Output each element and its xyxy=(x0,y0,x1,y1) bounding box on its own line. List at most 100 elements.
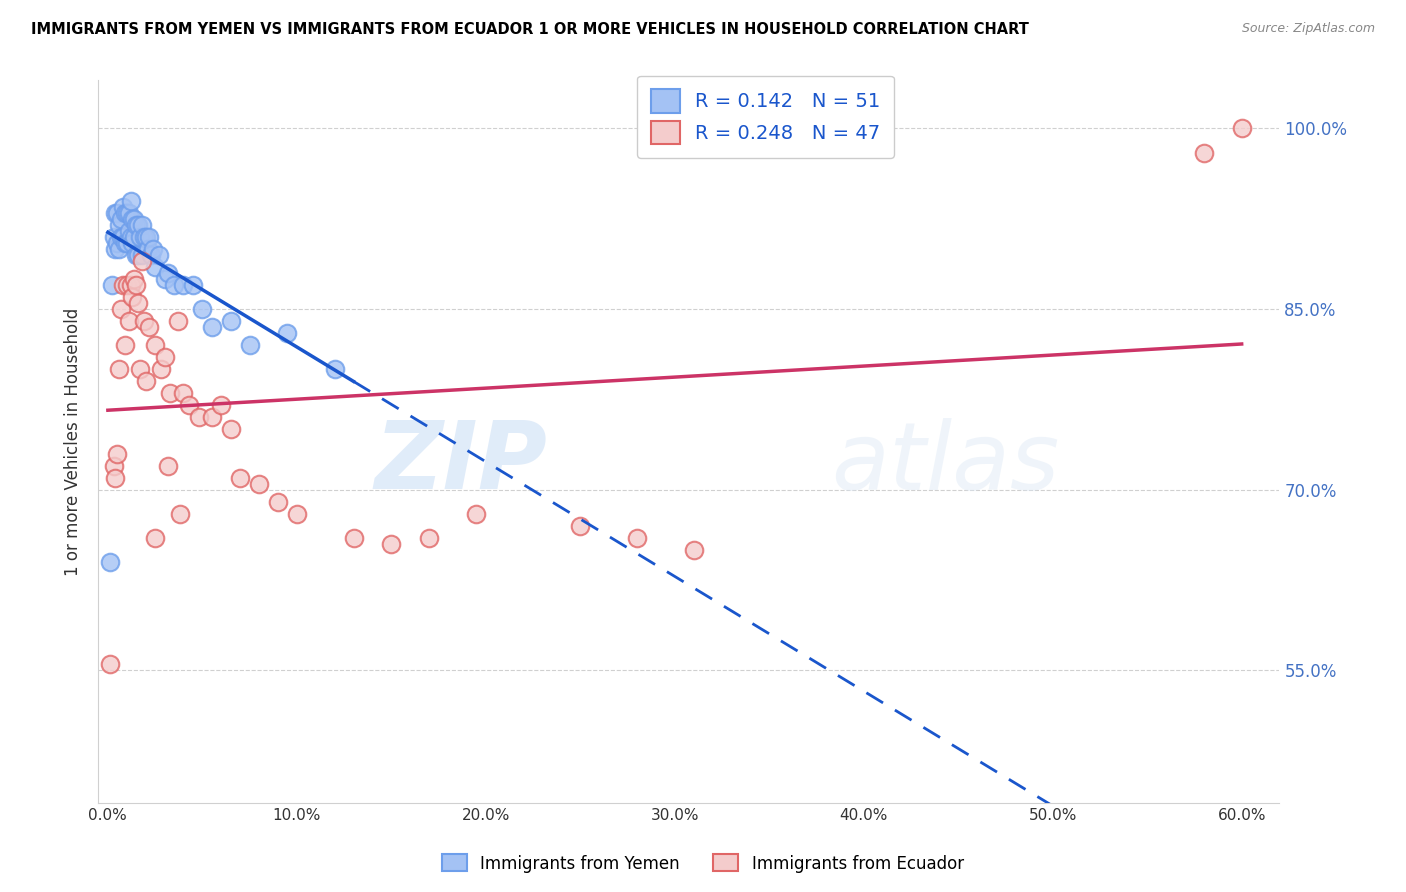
Point xyxy=(104,242,127,256)
Point xyxy=(1192,145,1215,160)
Point xyxy=(179,398,201,412)
Point xyxy=(135,375,157,389)
Point xyxy=(110,230,132,244)
Point xyxy=(114,235,136,250)
Point xyxy=(121,211,143,226)
Point xyxy=(149,362,172,376)
Point xyxy=(163,278,186,293)
Point xyxy=(110,211,132,226)
Text: Source: ZipAtlas.com: Source: ZipAtlas.com xyxy=(1241,22,1375,36)
Point xyxy=(111,278,134,293)
Point xyxy=(153,272,176,286)
Point xyxy=(121,235,143,250)
Point xyxy=(131,218,153,232)
Point xyxy=(125,278,148,293)
Point xyxy=(626,531,648,545)
Point xyxy=(323,362,346,376)
Point xyxy=(247,476,270,491)
Point xyxy=(143,531,166,545)
Point xyxy=(118,314,141,328)
Point xyxy=(127,248,149,262)
Point xyxy=(136,242,159,256)
Point xyxy=(114,338,136,352)
Point xyxy=(127,218,149,232)
Point xyxy=(1230,121,1253,136)
Point xyxy=(111,200,134,214)
Point xyxy=(138,230,160,244)
Point xyxy=(159,386,181,401)
Point xyxy=(98,657,121,672)
Point xyxy=(129,362,152,376)
Point xyxy=(201,410,224,425)
Point xyxy=(172,278,194,293)
Point xyxy=(142,242,165,256)
Point xyxy=(153,350,176,364)
Text: IMMIGRANTS FROM YEMEN VS IMMIGRANTS FROM ECUADOR 1 OR MORE VEHICLES IN HOUSEHOLD: IMMIGRANTS FROM YEMEN VS IMMIGRANTS FROM… xyxy=(31,22,1029,37)
Point xyxy=(148,248,170,262)
Point xyxy=(120,230,142,244)
Point xyxy=(191,301,214,317)
Point xyxy=(108,362,131,376)
Point xyxy=(418,531,440,545)
Text: atlas: atlas xyxy=(831,417,1059,508)
Point xyxy=(124,230,146,244)
Point xyxy=(111,230,134,244)
Point xyxy=(120,194,142,208)
Point xyxy=(115,235,138,250)
Point xyxy=(115,278,138,293)
Point xyxy=(129,230,152,244)
Point xyxy=(143,260,166,274)
Point xyxy=(131,248,153,262)
Point xyxy=(229,471,252,485)
Point xyxy=(98,555,121,569)
Point xyxy=(141,248,163,262)
Point xyxy=(125,248,148,262)
Point xyxy=(169,507,191,521)
Y-axis label: 1 or more Vehicles in Household: 1 or more Vehicles in Household xyxy=(65,308,83,575)
Point xyxy=(166,314,188,328)
Point xyxy=(157,266,180,280)
Point xyxy=(172,386,194,401)
Point xyxy=(138,320,160,334)
Point xyxy=(105,235,128,250)
Point xyxy=(115,205,138,219)
Point xyxy=(143,338,166,352)
Point xyxy=(465,507,488,521)
Point xyxy=(209,398,232,412)
Point xyxy=(103,230,125,244)
Point xyxy=(108,242,131,256)
Point xyxy=(108,218,131,232)
Text: ZIP: ZIP xyxy=(374,417,547,509)
Point xyxy=(276,326,298,341)
Point xyxy=(187,410,209,425)
Point xyxy=(120,278,142,293)
Point xyxy=(121,290,143,304)
Point xyxy=(239,338,262,352)
Point xyxy=(131,254,153,268)
Point xyxy=(105,205,128,219)
Point xyxy=(682,542,704,557)
Point xyxy=(267,495,290,509)
Point xyxy=(380,537,402,551)
Point xyxy=(157,458,180,473)
Point xyxy=(114,205,136,219)
Point xyxy=(100,278,122,293)
Point xyxy=(124,211,146,226)
Point xyxy=(104,205,127,219)
Point xyxy=(132,314,155,328)
Point xyxy=(105,447,128,461)
Point xyxy=(569,519,592,533)
Legend: Immigrants from Yemen, Immigrants from Ecuador: Immigrants from Yemen, Immigrants from E… xyxy=(436,847,970,880)
Point xyxy=(125,218,148,232)
Point xyxy=(127,296,149,310)
Point xyxy=(342,531,364,545)
Point xyxy=(103,458,125,473)
Legend: R = 0.142   N = 51, R = 0.248   N = 47: R = 0.142 N = 51, R = 0.248 N = 47 xyxy=(637,76,894,158)
Point xyxy=(135,230,157,244)
Point xyxy=(285,507,308,521)
Point xyxy=(219,423,242,437)
Point xyxy=(201,320,224,334)
Point xyxy=(110,301,132,317)
Point xyxy=(104,471,127,485)
Point xyxy=(124,272,146,286)
